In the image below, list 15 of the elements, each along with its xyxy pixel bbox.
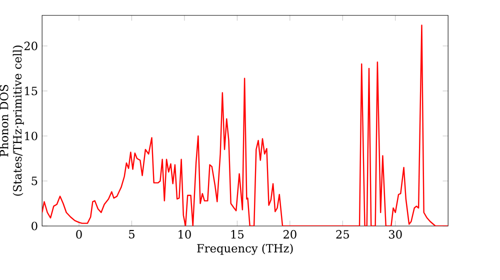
x-tick-label: 30 <box>389 230 402 239</box>
y-tick-label: 15 <box>25 86 38 96</box>
x-tick-label: 20 <box>283 230 296 239</box>
x-tick-label: 10 <box>178 230 191 239</box>
x-tick-label: 25 <box>336 230 349 239</box>
y-tick-label: 10 <box>25 132 38 140</box>
y-tick-label: 0 <box>32 222 38 230</box>
x-tick-label: 15 <box>231 230 244 239</box>
y-tick-label: 5 <box>32 176 38 186</box>
line-series <box>42 24 448 226</box>
y-tick-label: 20 <box>24 42 38 50</box>
x-tick-label: 0 <box>76 230 82 239</box>
x-tick-label: 5 <box>129 230 134 238</box>
x-axis-title: Frequency (THz) <box>197 244 293 255</box>
y-axis-title: Phonon DOS (States/THz·primitive cell) <box>0 46 24 196</box>
